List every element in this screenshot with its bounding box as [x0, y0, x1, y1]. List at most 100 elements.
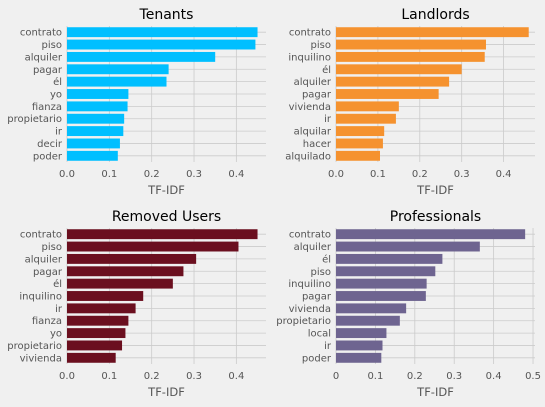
x-tick-label: 0.2 — [144, 371, 160, 382]
bar-él — [67, 278, 173, 289]
bar-contrato — [67, 27, 258, 38]
y-tick-label: local — [308, 329, 331, 340]
y-tick-label: piso — [42, 242, 62, 253]
bar-él — [336, 253, 443, 264]
x-axis-label: TF-IDF — [147, 183, 185, 197]
bar-fianza — [67, 101, 128, 112]
bar-alquiler — [67, 51, 216, 62]
chart-landlords: 0.0 0.1 0.2 0.3 0.4contratopisoinquilinoélal… — [285, 7, 535, 197]
y-tick-label: pagar — [302, 90, 332, 101]
bar-ir — [67, 126, 124, 137]
y-tick-label: alquilar — [294, 127, 332, 138]
y-tick-label: ir — [55, 304, 63, 315]
bar-él — [67, 76, 167, 87]
y-tick-label: decir — [37, 139, 63, 150]
y-tick-label: inquilino — [288, 52, 331, 63]
bar-alquiler — [336, 241, 480, 252]
bar-ir — [336, 113, 396, 124]
y-tick-label: yo — [50, 329, 62, 340]
y-tick-label: vivienda — [289, 304, 331, 315]
x-axis-label: TF-IDF — [416, 183, 454, 197]
bar-pagar — [336, 291, 426, 301]
bar-propietario — [67, 340, 123, 351]
bar-vivienda — [336, 101, 399, 112]
x-tick-label: 0.3 — [446, 371, 462, 382]
y-tick-label: él — [322, 253, 331, 265]
bar-él — [336, 64, 462, 75]
x-tick-label: 0.2 — [407, 371, 423, 382]
y-tick-label: piso — [311, 40, 331, 51]
chart-title: Landlords — [401, 7, 469, 23]
y-tick-label: fianza — [32, 102, 62, 113]
y-tick-label: alquiler — [25, 52, 63, 63]
bar-hacer — [336, 138, 383, 149]
bar-yo — [67, 89, 129, 99]
y-tick-label: propietario — [7, 341, 62, 352]
x-tick-label: 0.1 — [367, 371, 383, 382]
bar-propietario — [336, 315, 400, 326]
chart-title: Professionals — [390, 209, 481, 225]
bar-propietario — [67, 113, 125, 124]
x-tick-label: 0.1 — [101, 169, 117, 180]
x-tick-label: 0.3 — [454, 169, 470, 180]
bar-poder — [67, 150, 118, 161]
y-tick-label: ir — [55, 127, 63, 138]
bar-inquilino — [336, 278, 427, 289]
x-tick-label: 0.4 — [496, 169, 512, 180]
chart-title: Tenants — [139, 7, 194, 23]
bar-pagar — [67, 64, 169, 75]
y-tick-label: vivienda — [289, 102, 331, 113]
y-tick-label: propietario — [7, 114, 62, 125]
bar-fianza — [67, 315, 129, 326]
x-tick-label: 0.0 — [59, 169, 75, 180]
y-tick-label: pagar — [33, 65, 63, 76]
y-tick-label: alquiler — [25, 254, 63, 265]
x-tick-label: 0.0 — [59, 371, 75, 382]
y-tick-label: fianza — [32, 316, 62, 327]
x-tick-label: 0.4 — [228, 169, 244, 180]
chart-title: Removed Users — [112, 209, 221, 225]
y-tick-label: alquiler — [294, 77, 332, 88]
y-tick-label: pagar — [302, 292, 332, 303]
x-tick-label: 0.2 — [412, 169, 428, 180]
x-tick-label: 0.4 — [228, 371, 244, 382]
bar-inquilino — [67, 291, 144, 301]
y-tick-label: yo — [50, 90, 62, 101]
x-tick-label: 0.2 — [144, 169, 160, 180]
y-tick-label: piso — [311, 267, 331, 278]
y-tick-label: él — [53, 278, 62, 290]
bar-local — [336, 328, 387, 339]
bar-pagar — [336, 89, 439, 99]
bar-contrato — [67, 229, 258, 240]
bar-piso — [67, 241, 239, 252]
y-tick-label: vivienda — [20, 353, 62, 364]
bar-vivienda — [336, 303, 407, 314]
y-tick-label: contrato — [289, 230, 331, 241]
y-tick-label: contrato — [289, 28, 331, 39]
x-tick-label: 0.3 — [186, 371, 202, 382]
y-tick-label: contrato — [20, 28, 62, 39]
x-tick-label: 0.3 — [186, 169, 202, 180]
y-tick-label: alquiler — [294, 242, 332, 253]
x-tick-label: 0.0 — [328, 169, 344, 180]
bar-decir — [67, 138, 120, 149]
x-tick-label: 0 — [333, 371, 339, 382]
bar-piso — [336, 39, 486, 50]
y-tick-label: piso — [42, 40, 62, 51]
bar-ir — [67, 303, 136, 314]
x-tick-label: 0.5 — [525, 371, 541, 382]
y-tick-label: poder — [33, 151, 63, 162]
y-tick-label: poder — [302, 353, 332, 364]
y-tick-label: inquilino — [19, 292, 62, 303]
bar-poder — [336, 352, 382, 363]
y-tick-label: alquilado — [285, 151, 331, 162]
y-tick-label: propietario — [276, 316, 331, 327]
bar-pagar — [67, 266, 184, 277]
y-tick-label: ir — [324, 114, 332, 125]
bar-alquilado — [336, 150, 380, 161]
y-tick-label: ir — [324, 341, 332, 352]
